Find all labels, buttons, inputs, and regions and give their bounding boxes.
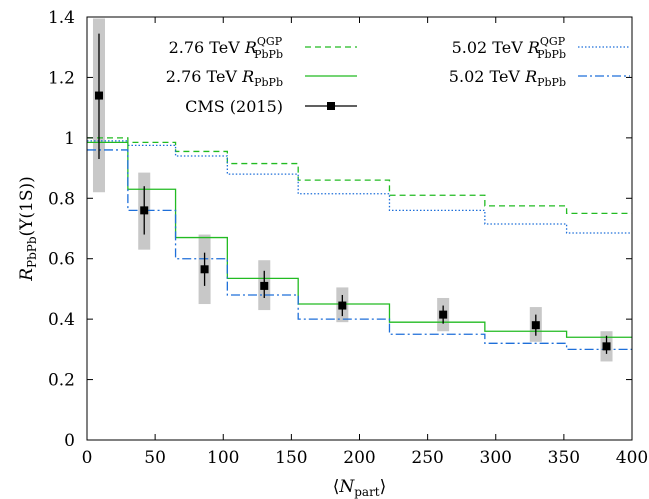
legend-symbol-sub: PbPb [254, 48, 283, 61]
series-s502_qgp-line [87, 140, 632, 234]
x-axis-label-part: ⟨ [333, 477, 340, 497]
y-axis-label-part: R [17, 268, 37, 282]
legend-text: 2.76 TeV [166, 67, 238, 86]
legend-label-s276_qgp: 2.76 TeV RQGP PbPb [169, 35, 283, 61]
series-s276_qgp-line [87, 137, 632, 215]
y-tick-label: 1.4 [48, 8, 75, 28]
x-tick-label: 250 [411, 448, 443, 468]
series-layer [87, 137, 632, 351]
cms-data-point [602, 342, 611, 351]
legend-text: 5.02 TeV [452, 38, 524, 57]
cms-data-point [531, 321, 540, 330]
cms-data-point [200, 265, 209, 274]
legend-label-cms: CMS (2015) [185, 97, 283, 116]
legend-symbol-sup: QGP [540, 35, 566, 48]
legend-symbol-sub: PbPb [254, 76, 283, 89]
y-tick-label: 1 [64, 129, 75, 149]
series-s502-line [87, 149, 632, 351]
x-tick-label: 150 [275, 448, 307, 468]
legend-label-s276: 2.76 TeV RPbPb [166, 67, 283, 89]
legend-symbol: R [244, 38, 257, 57]
y-tick-label: 0.6 [48, 250, 75, 270]
legend-symbol-sub: PbPb [537, 76, 566, 89]
cms-data-point [260, 281, 269, 290]
y-tick-label: 0 [64, 431, 75, 451]
legend-text: 2.76 TeV [169, 38, 241, 57]
legend-symbol: R [241, 67, 254, 86]
legend-symbol: R [524, 67, 537, 86]
x-tick-label: 0 [82, 448, 93, 468]
legend-text: CMS (2015) [185, 97, 283, 116]
cms-data-point [439, 310, 448, 319]
y-tick-label: 0.8 [48, 189, 75, 209]
y-tick-label: 0.2 [48, 371, 75, 391]
y-axis-label: RPbPb(Υ(1S)) [17, 176, 39, 282]
cms-data-point [140, 206, 149, 215]
y-axis-label-part: (Υ(1S)) [17, 176, 37, 236]
x-axis-label: ⟨Npart⟩ [333, 477, 387, 499]
legend-symbol: R [527, 38, 540, 57]
tick-layer: 0 50 100 150 200 250 300 350 400 0 0.2 0.4 0.6 0.8 1 1.… [48, 8, 648, 468]
x-tick-label: 350 [548, 448, 580, 468]
y-tick-label: 0.4 [48, 310, 75, 330]
legend-text: 5.02 TeV [449, 67, 521, 86]
x-axis-label-part: N [338, 477, 355, 497]
y-axis-label-part: PbPb [25, 236, 39, 268]
legend-symbol-sub: PbPb [537, 48, 566, 61]
x-tick-label: 100 [207, 448, 239, 468]
cms-data-point [338, 301, 347, 310]
cms-data-point [94, 91, 103, 100]
legend-swatch-cms-marker [327, 102, 335, 110]
y-tick-label: 1.2 [48, 68, 75, 88]
x-tick-label: 400 [616, 448, 648, 468]
x-axis-label-part: part [354, 485, 380, 499]
data-point-layer [94, 33, 611, 354]
legend-label-s502: 5.02 TeV RPbPb [449, 67, 566, 89]
x-tick-label: 200 [343, 448, 375, 468]
x-tick-label: 300 [480, 448, 512, 468]
legend-symbol-sup: QGP [257, 35, 283, 48]
x-axis-label-part: ⟩ [380, 477, 387, 497]
x-tick-label: 50 [144, 448, 166, 468]
legend-label-s502_qgp: 5.02 TeV RQGP PbPb [452, 35, 566, 61]
series-s276-line [87, 141, 632, 338]
